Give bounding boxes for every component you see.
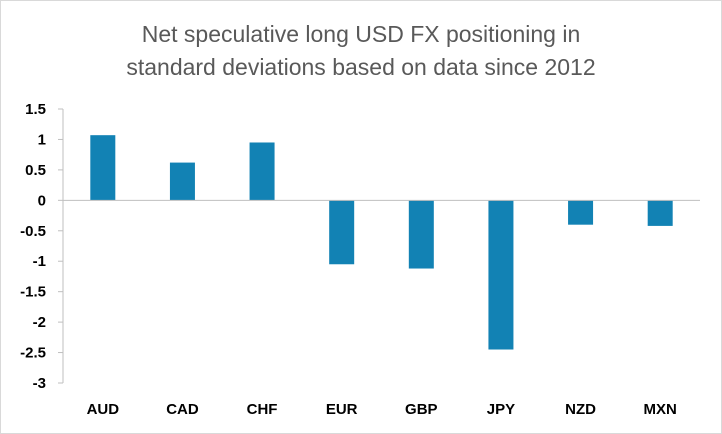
y-tick-label: -0.5 <box>20 223 46 240</box>
bar-eur <box>329 200 355 265</box>
x-tick-label: JPY <box>487 401 515 418</box>
x-tick-label: GBP <box>405 401 438 418</box>
x-axis: AUD CAD CHF EUR GBP JPY NZD MXN <box>63 199 700 418</box>
x-tick-label: AUD <box>87 401 120 418</box>
bar-mxn <box>647 200 673 226</box>
x-tick-label: MXN <box>644 401 677 418</box>
bar-aud <box>90 135 116 201</box>
y-tick-label: -3 <box>33 375 46 392</box>
y-tick-label: 1.5 <box>25 101 46 118</box>
y-tick-label: 0 <box>38 192 46 209</box>
bar-gbp <box>408 200 434 269</box>
chart-title-line-1: Net speculative long USD FX positioning … <box>141 21 581 47</box>
y-tick-label: -1 <box>33 253 46 270</box>
y-axis: 1.5 1 0.5 0 -0.5 -1 -1.5 -2 -2.5 -3 <box>20 101 64 392</box>
x-tick-label: CHF <box>247 401 278 418</box>
y-tick-label: -1.5 <box>20 284 46 301</box>
bar-jpy <box>488 200 514 350</box>
y-tick-label: -2.5 <box>20 345 46 362</box>
y-tick-label: 1 <box>38 131 46 148</box>
y-tick-label: -2 <box>33 314 46 331</box>
x-tick-label: NZD <box>565 401 596 418</box>
bar-cad <box>169 162 195 201</box>
x-tick-label: CAD <box>166 401 199 418</box>
bar-nzd <box>568 200 594 225</box>
chart-title-line-2: standard deviations based on data since … <box>126 54 596 80</box>
bar-chf <box>249 142 275 201</box>
bars <box>90 135 673 350</box>
x-tick-label: EUR <box>326 401 358 418</box>
chart-title: Net speculative long USD FX positioning … <box>0 18 722 84</box>
y-tick-label: 0.5 <box>25 162 46 179</box>
